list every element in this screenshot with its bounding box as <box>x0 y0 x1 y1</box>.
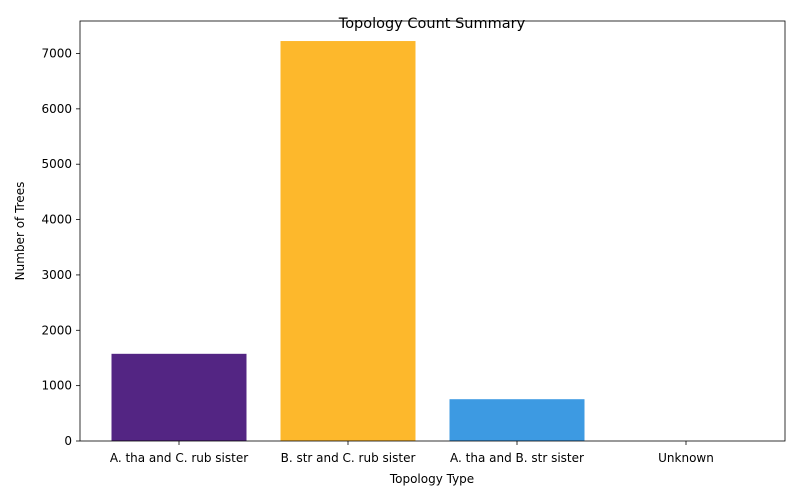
y-axis-label: Number of Trees <box>13 182 27 281</box>
plot-frame <box>79 20 786 442</box>
x-axis: A. tha and C. rub sister B. str and C. ru… <box>110 441 714 465</box>
y-tick-label-5: 4000 <box>41 213 72 227</box>
y-tick-label-6: 5000 <box>41 157 72 171</box>
bars-group <box>111 41 585 441</box>
y-tick-label-3: 2000 <box>41 323 72 337</box>
bar-2 <box>280 41 416 441</box>
y-tick-label-2: 1000 <box>41 379 72 393</box>
y-axis: 0 1000 2000 3000 4000 5000 6000 7000 <box>41 46 80 448</box>
y-tick-label-8: 7000 <box>41 46 72 60</box>
x-tick-label-2: B. str and C. rub sister <box>281 451 416 465</box>
chart-title: Topology Count Summary <box>338 16 526 32</box>
y-tick-label-7: 6000 <box>41 102 72 116</box>
x-axis-label: Topology Type <box>389 472 474 486</box>
x-tick-label-3: A. tha and B. str sister <box>450 451 584 465</box>
y-tick-label-4: 3000 <box>41 268 72 282</box>
bar-1 <box>111 353 247 441</box>
y-tick-label-1: 0 <box>64 434 72 448</box>
x-tick-label-1: A. tha and C. rub sister <box>110 451 248 465</box>
x-tick-label-4: Unknown <box>658 451 714 465</box>
bar-3 <box>449 399 585 441</box>
